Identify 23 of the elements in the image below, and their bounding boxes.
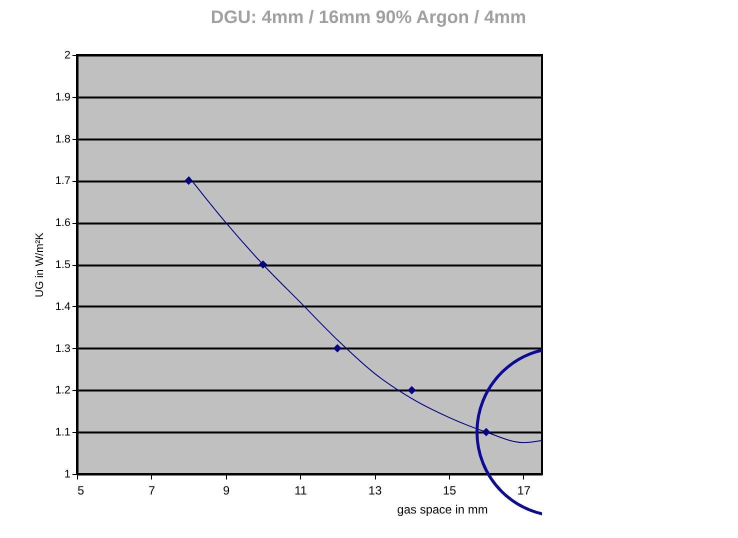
chart-title: DGU: 4mm / 16mm 90% Argon / 4mm [210,7,526,27]
y-tick-label: 2 [64,50,70,62]
x-tick-label: 13 [368,484,382,498]
y-tick-label: 1.6 [55,217,70,230]
y-tick-label: 1.5 [55,259,70,271]
y-tick-label: 1.4 [55,300,70,313]
y-tick-label: 1.9 [55,91,70,104]
y-tick-label: 1.2 [55,384,70,397]
y-tick-label: 1 [64,468,70,480]
point [408,386,416,394]
x-axis-title: gas space in mm [397,502,488,516]
y-tick-label: 1.1 [55,426,70,439]
point [333,344,342,352]
y-tick-label: 1.3 [55,342,70,355]
y-axis-title: UG in W/m²K [34,232,46,298]
x-tick-label: 7 [148,484,156,498]
x-tick-label: 15 [442,484,456,498]
x-tick-label: 5 [78,484,84,498]
x-tick-label: 9 [222,484,230,498]
y-tick-label: 1.8 [55,133,70,146]
y-tick-label: 1.7 [55,175,70,188]
x-tick-label: 11 [294,484,308,498]
x-tick-label: 17 [517,484,531,498]
